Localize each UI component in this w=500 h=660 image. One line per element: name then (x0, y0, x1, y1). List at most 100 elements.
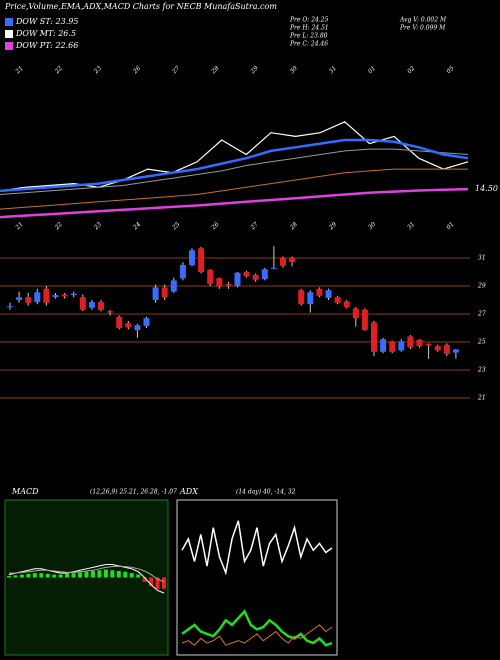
candle-body (152, 287, 159, 300)
date-label: 30 (367, 221, 377, 231)
info-text: Pre V: 0.099 M (399, 25, 446, 32)
date-label: 26 (131, 65, 142, 76)
hist-bar (123, 571, 128, 578)
line (0, 187, 469, 219)
date-label: 01 (367, 65, 377, 75)
hist-bar (32, 573, 37, 578)
panel-subtitle: (14 day) 40, -14, 32 (236, 489, 296, 496)
candle-body (380, 339, 387, 352)
candle-body (325, 290, 332, 298)
candle-body (52, 295, 59, 298)
candle-body (225, 283, 232, 286)
hist-bar (142, 577, 147, 582)
info-text: Pre H: 24.51 (289, 25, 329, 32)
date-label: 30 (289, 65, 299, 75)
hist-bar (155, 577, 160, 590)
hist-bar (26, 573, 31, 578)
page-title: Price,Volume,EMA,ADX,MACD Charts for NEC… (4, 2, 277, 11)
candle-body (16, 297, 23, 300)
candle-body (179, 265, 186, 279)
panel-title: MACD (11, 487, 39, 496)
line (181, 624, 333, 646)
date-label: 29 (327, 221, 338, 232)
candle-body (88, 302, 95, 308)
line (0, 138, 469, 193)
candle-body (361, 309, 368, 331)
line (181, 520, 333, 576)
candle-body (425, 344, 432, 346)
hist-bar (78, 572, 83, 578)
legend-label: DOW ST: 23.95 (15, 17, 78, 26)
candle-body (134, 325, 141, 331)
candle-body (298, 290, 305, 305)
date-label: 28 (288, 221, 299, 232)
date-label: 29 (249, 65, 260, 76)
date-label: 21 (14, 221, 25, 232)
hist-bar (129, 573, 134, 578)
date-label: 05 (445, 65, 455, 75)
candle-body (280, 258, 286, 266)
candle-body (316, 288, 323, 296)
candle-body (116, 316, 123, 328)
candle-body (261, 269, 268, 279)
candle-body (34, 292, 41, 303)
date-label: 28 (210, 65, 221, 76)
candle-body (416, 339, 423, 347)
candle-body (207, 269, 214, 284)
candle-body (443, 344, 450, 354)
info-text: Avg V: 0.002 M (399, 17, 447, 24)
line (0, 121, 469, 192)
candle-body (98, 302, 104, 310)
y-tick-label: 29 (477, 283, 486, 290)
date-label: 24 (131, 221, 142, 232)
candle-body (289, 258, 296, 263)
hist-bar (162, 577, 166, 589)
panel-subtitle: (12,26,9) 25.21, 26.28, -1.07 (90, 489, 177, 496)
date-label: 22 (53, 221, 64, 232)
candle-body (25, 297, 32, 303)
legend-label: DOW PT: 22.66 (15, 41, 78, 50)
line (0, 148, 469, 195)
candle-body (452, 349, 459, 353)
y-tick-label: 21 (477, 395, 486, 402)
legend-label: DOW MT: 26.5 (15, 29, 76, 38)
candle-body (252, 274, 259, 280)
hist-bar (136, 574, 141, 578)
hist-bar (19, 574, 24, 578)
panel-title: ADX (179, 487, 198, 496)
date-label: 02 (406, 65, 416, 75)
legend-swatch (5, 30, 13, 38)
hist-bar (65, 573, 70, 578)
line (8, 564, 165, 594)
candle-body (7, 306, 13, 308)
y-tick-label: 27 (477, 311, 486, 318)
candle-body (125, 323, 132, 328)
candle-body (198, 248, 205, 272)
hist-bar (52, 574, 57, 578)
y-tick-label: 25 (477, 339, 486, 346)
legend-swatch (5, 42, 13, 50)
hist-bar (71, 573, 76, 578)
candle-body (334, 297, 341, 303)
y-tick-label: 23 (477, 367, 486, 374)
date-label: 22 (53, 65, 64, 76)
info-text: Pre L: 23.80 (289, 33, 328, 40)
date-label: 26 (210, 221, 221, 232)
candle-body (371, 322, 377, 352)
date-label: 25 (170, 221, 181, 232)
candle-body (389, 341, 396, 352)
candle-body (170, 280, 177, 292)
candle-body (407, 336, 414, 348)
date-label: 27 (170, 65, 181, 76)
legend-swatch (5, 18, 13, 26)
hist-bar (103, 569, 108, 578)
candle-body (43, 288, 50, 303)
candle-body (234, 272, 241, 286)
hist-bar (13, 575, 18, 578)
candle-body (70, 293, 77, 296)
candle-body (61, 294, 68, 297)
candle-body (343, 301, 350, 307)
candle-body (434, 346, 441, 351)
candle-body (398, 341, 405, 351)
line (9, 565, 165, 583)
